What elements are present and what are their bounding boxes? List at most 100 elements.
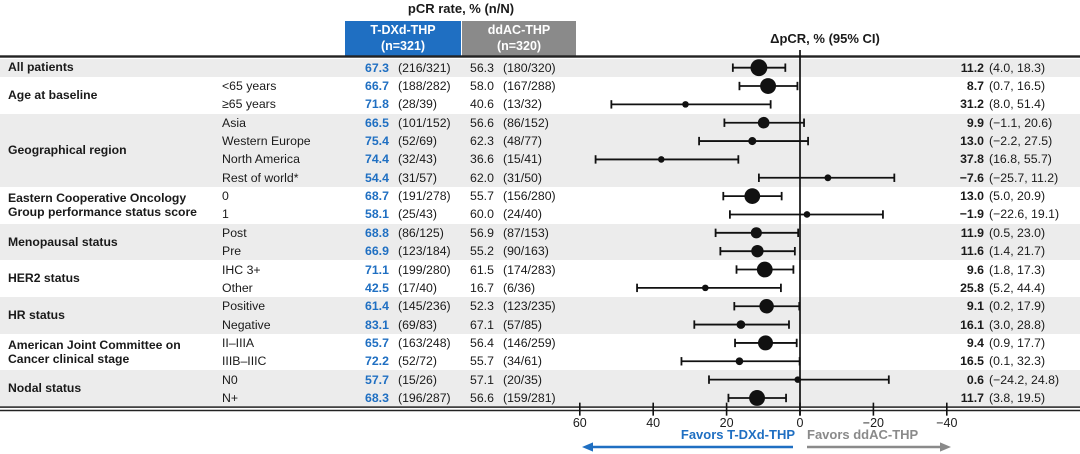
table-row: Other 42.5 (17/40) 16.7 (6/36) 25.8 (5.2, 44.4… [0, 279, 1080, 297]
subgroup-label: ≥65 years [222, 97, 276, 112]
delta-pcr-value: 9.1 [966, 299, 984, 314]
tdxd-fraction: (163/248) [398, 335, 451, 350]
delta-pcr-value: 9.4 [966, 335, 984, 350]
tdxd-fraction: (25/43) [398, 207, 437, 222]
delta-pcr-ci: (5.0, 20.9) [989, 189, 1046, 204]
ddac-fraction: (123/235) [503, 299, 556, 314]
ddac-fraction: (159/281) [503, 390, 556, 405]
tdxd-pct-value: 66.5 [365, 115, 389, 130]
group-label: All patients [8, 59, 220, 77]
delta-pcr-value: 13.0 [960, 134, 984, 149]
table-row: N+ 68.3 (196/287) 56.6 (159/281) 11.7 (3.8, 19… [0, 389, 1080, 407]
delta-pcr-ci: (3.8, 19.5) [989, 390, 1046, 405]
delta-pcr-ci: (1.8, 17.3) [989, 262, 1046, 277]
ddac-pct-value: 55.7 [470, 189, 494, 204]
ddac-fraction: (156/280) [503, 189, 556, 204]
ddac-fraction: (15/41) [503, 152, 542, 167]
delta-pcr-ci: (0.1, 32.3) [989, 354, 1046, 369]
tdxd-column-header: T-DXd-THP (n=321) [345, 21, 461, 56]
tdxd-fraction: (123/184) [398, 244, 451, 259]
tdxd-fraction: (32/43) [398, 152, 437, 167]
delta-pcr-ci: (4.0, 18.3) [989, 60, 1046, 75]
delta-pcr-ci: (1.4, 21.7) [989, 244, 1046, 259]
ddac-column-header: ddAC-THP (n=320) [462, 21, 576, 56]
delta-pcr-value: 11.6 [960, 244, 984, 259]
ddac-fraction: (87/153) [503, 225, 549, 240]
group-label: Menopausal status [8, 224, 220, 261]
table-row: N0 57.7 (15/26) 57.1 (20/35) 0.6 (−24.2, 24.8) [0, 370, 1080, 388]
tdxd-column-n: (n=321) [380, 38, 426, 53]
ddac-pct-value: 56.9 [470, 225, 494, 240]
group-label: Age at baseline [8, 77, 220, 114]
tdxd-pct-value: 58.1 [365, 207, 389, 222]
group-label-line: American Joint Committee on [8, 337, 181, 352]
group-label: American Joint Committee on Cancer clinic… [8, 334, 220, 371]
tdxd-pct-value: 68.7 [365, 189, 389, 204]
table-row: Western Europe 75.4 (52/69) 62.3 (48/77) 13.0… [0, 132, 1080, 150]
ddac-pct-value: 61.5 [470, 262, 494, 277]
group-label-line: Group performance status score [8, 205, 197, 220]
table-row: Asia 66.5 (101/152) 56.6 (86/152) 9.9 (−1.1, 2… [0, 114, 1080, 132]
subgroup-label: II–IIIA [222, 335, 255, 350]
subgroup-label: North America [222, 152, 300, 167]
group-label-line: HR status [8, 308, 65, 323]
tdxd-fraction: (52/72) [398, 354, 437, 369]
subgroup-label: Negative [222, 317, 271, 332]
ddac-fraction: (31/50) [503, 170, 542, 185]
group-label: Geographical region [8, 114, 220, 187]
ddac-fraction: (34/61) [503, 354, 542, 369]
subgroup-label: Post [222, 225, 247, 240]
subgroup-label: Rest of world* [222, 170, 299, 185]
ddac-pct-value: 36.6 [470, 152, 494, 167]
delta-pcr-value: 8.7 [966, 79, 984, 94]
favors-left-label: Favors T-DXd-THP [680, 427, 795, 442]
tdxd-pct-value: 68.8 [365, 225, 389, 240]
tdxd-fraction: (17/40) [398, 280, 437, 295]
subgroup-label: <65 years [222, 79, 277, 94]
group-label: Eastern Cooperative Oncology Group perfor… [8, 187, 220, 224]
tdxd-pct-value: 57.7 [365, 372, 389, 387]
axis-tick-label: −20 [862, 416, 884, 430]
delta-pcr-value: −1.9 [959, 207, 984, 222]
ddac-pct-value: 56.3 [470, 60, 494, 75]
table-bottom-rule-2 [0, 409, 1080, 412]
tdxd-pct-value: 42.5 [365, 280, 389, 295]
delta-pcr-ci: (−24.2, 24.8) [989, 372, 1060, 387]
subgroup-label: 1 [222, 207, 229, 222]
table-row: Post 68.8 (86/125) 56.9 (87/153) 11.9 (0.5, 23… [0, 224, 1080, 242]
ddac-pct-value: 56.6 [470, 115, 494, 130]
axis-tick-label: 60 [572, 416, 587, 430]
group-label: HR status [8, 297, 220, 334]
delta-pcr-value: 11.7 [960, 390, 984, 405]
subgroup-label: Asia [222, 115, 246, 130]
tdxd-fraction: (196/287) [398, 390, 451, 405]
subgroup-label: 0 [222, 189, 229, 204]
row-stripe [0, 58, 1080, 77]
row-stripe [0, 186, 1080, 224]
ddac-pct-value: 55.7 [470, 354, 494, 369]
ddac-pct-value: 62.3 [470, 134, 494, 149]
delta-pcr-ci: (0.5, 23.0) [989, 225, 1046, 240]
table-row: North America 74.4 (32/43) 36.6 (15/41) 37.8 (… [0, 150, 1080, 168]
table-row: 0 68.7 (191/278) 55.7 (156/280) 13.0 (5.0, 20.… [0, 187, 1080, 205]
delta-pcr-value: 13.0 [960, 189, 984, 204]
group-label-line: Nodal status [8, 381, 82, 396]
delta-pcr-header: ΔpCR, % (95% CI) [770, 31, 880, 46]
group-label-line: HER2 status [8, 271, 80, 286]
ddac-fraction: (90/163) [503, 244, 549, 259]
ddac-fraction: (180/320) [503, 60, 556, 75]
delta-pcr-ci: (−22.6, 19.1) [989, 207, 1060, 222]
ddac-pct-value: 16.7 [470, 280, 494, 295]
subgroup-label: N+ [222, 390, 239, 405]
ddac-fraction: (174/283) [503, 262, 556, 277]
group-label-line: Menopausal status [8, 234, 118, 249]
delta-pcr-ci: (0.9, 17.7) [989, 335, 1046, 350]
tdxd-fraction: (31/57) [398, 170, 437, 185]
tdxd-fraction: (52/69) [398, 134, 437, 149]
delta-pcr-ci: (−25.7, 11.2) [989, 170, 1059, 185]
tdxd-column-name: T-DXd-THP [370, 23, 436, 37]
tdxd-fraction: (28/39) [398, 97, 437, 112]
ddac-fraction: (57/85) [503, 317, 542, 332]
subgroup-label: Positive [222, 299, 266, 314]
group-label-line: Cancer clinical stage [8, 352, 130, 367]
